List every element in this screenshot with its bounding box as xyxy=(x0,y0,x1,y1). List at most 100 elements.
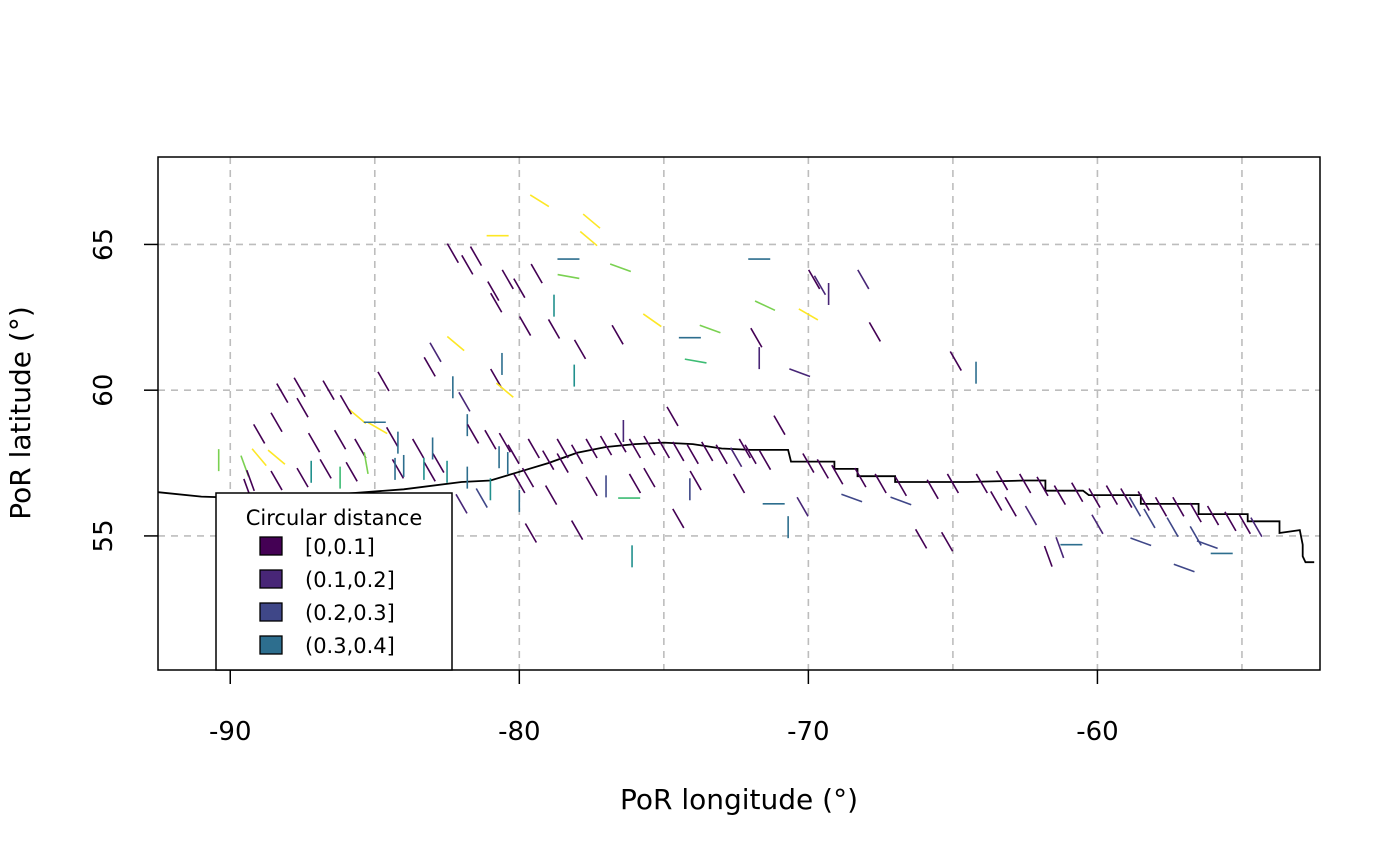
segment-mark xyxy=(319,458,332,479)
segment-mark xyxy=(666,406,679,427)
segment-mark xyxy=(490,368,503,389)
segment-mark xyxy=(628,473,642,494)
segment-mark xyxy=(894,476,908,497)
segment-mark xyxy=(758,450,772,471)
legend-label: (0.1,0.2] xyxy=(305,568,395,592)
segment-mark xyxy=(529,194,550,208)
segment-mark xyxy=(754,300,776,312)
segment-mark xyxy=(527,438,540,459)
segment-mark xyxy=(1088,488,1101,508)
segment-mark xyxy=(1154,496,1168,517)
segment-mark xyxy=(715,444,728,465)
legend-box xyxy=(215,492,453,671)
segment-mark xyxy=(672,441,685,462)
segment-mark xyxy=(1055,536,1065,559)
legend-swatch xyxy=(259,635,283,655)
segment-mark xyxy=(446,335,465,352)
segment-mark xyxy=(461,254,474,275)
legend-title: Circular distance xyxy=(246,506,423,530)
segment-mark xyxy=(570,520,584,541)
segment-mark xyxy=(1250,517,1263,538)
segment-mark xyxy=(802,453,815,473)
segment-mark xyxy=(276,383,289,404)
segment-mark xyxy=(1196,540,1218,550)
segment-mark xyxy=(557,273,580,280)
legend-label: (0.3,0.4] xyxy=(305,634,395,658)
segment-mark xyxy=(307,432,321,453)
y-tick-label: 65 xyxy=(89,228,119,261)
segment-mark xyxy=(684,358,707,364)
segment-mark xyxy=(831,464,844,485)
legend: Circular distance [0,0.1] (0.1,0.2] (0.2,0… xyxy=(215,492,453,671)
segment-mark xyxy=(469,246,483,267)
segment-mark xyxy=(556,453,569,473)
segment-mark xyxy=(609,263,632,273)
segment-mark xyxy=(773,415,786,436)
segment-mark xyxy=(614,432,627,453)
segment-mark xyxy=(857,269,870,290)
segment-mark xyxy=(487,281,500,302)
segment-mark xyxy=(455,493,468,514)
segment-mark xyxy=(813,275,827,296)
segment-mark xyxy=(642,313,662,328)
segment-mark xyxy=(542,450,555,471)
segment-mark xyxy=(854,467,867,488)
segment-mark xyxy=(796,496,809,517)
gridlines xyxy=(158,157,1320,670)
x-tick-label: -90 xyxy=(209,717,251,747)
segment-mark xyxy=(333,429,347,450)
segment-mark xyxy=(1206,505,1220,526)
segment-mark xyxy=(732,473,746,494)
segment-mark xyxy=(1071,482,1084,503)
segment-mark xyxy=(738,438,751,459)
segment-mark xyxy=(672,508,685,529)
segment-mark xyxy=(926,479,939,500)
segment-mark xyxy=(585,476,598,497)
segment-mark xyxy=(628,438,642,459)
x-axis-title: PoR longitude (°) xyxy=(620,783,858,816)
segment-mark xyxy=(657,438,671,459)
segment-mark xyxy=(322,380,335,401)
segment-mark xyxy=(466,423,480,444)
segment-mark xyxy=(940,531,954,552)
y-axis: 55 60 65 xyxy=(89,228,158,552)
segment-mark xyxy=(377,371,390,392)
segment-mark xyxy=(1224,511,1237,532)
segment-mark xyxy=(432,453,445,473)
segment-mark xyxy=(914,528,928,549)
legend-swatch xyxy=(259,536,283,556)
segment-mark xyxy=(1189,502,1202,523)
segment-mark xyxy=(798,308,819,321)
x-axis: -90 -80 -70 -60 xyxy=(209,670,1119,747)
segment-mark xyxy=(1105,485,1119,506)
segment-mark xyxy=(348,408,367,425)
segment-mark xyxy=(513,278,526,299)
segment-mark xyxy=(686,444,699,465)
segment-mark xyxy=(841,493,863,503)
segment-mark xyxy=(423,461,436,482)
segment-mark xyxy=(1137,491,1150,511)
segment-mark xyxy=(573,339,587,360)
segment-mark xyxy=(495,382,514,398)
segment-mark xyxy=(544,485,558,506)
segment-mark xyxy=(816,458,830,479)
segment-mark xyxy=(949,351,962,371)
x-tick-label: -80 xyxy=(498,717,540,747)
segment-mark xyxy=(524,523,538,543)
reference-line xyxy=(157,441,1315,564)
y-tick-label: 55 xyxy=(89,519,119,552)
segment-mark xyxy=(579,230,598,247)
segments-layer xyxy=(217,194,1263,573)
segment-mark xyxy=(570,444,584,465)
legend-swatch xyxy=(259,569,283,589)
legend-entries: [0,0.1] (0.1,0.2] (0.2,0.3] (0.3,0.4] xyxy=(259,535,395,658)
legend-swatch xyxy=(259,602,283,622)
segment-mark xyxy=(750,327,763,348)
segment-mark xyxy=(689,470,702,491)
segment-mark xyxy=(1036,476,1049,497)
segment-mark xyxy=(251,448,267,467)
segment-mark xyxy=(296,467,309,488)
segment-mark xyxy=(890,496,912,506)
segment-mark xyxy=(411,438,425,459)
